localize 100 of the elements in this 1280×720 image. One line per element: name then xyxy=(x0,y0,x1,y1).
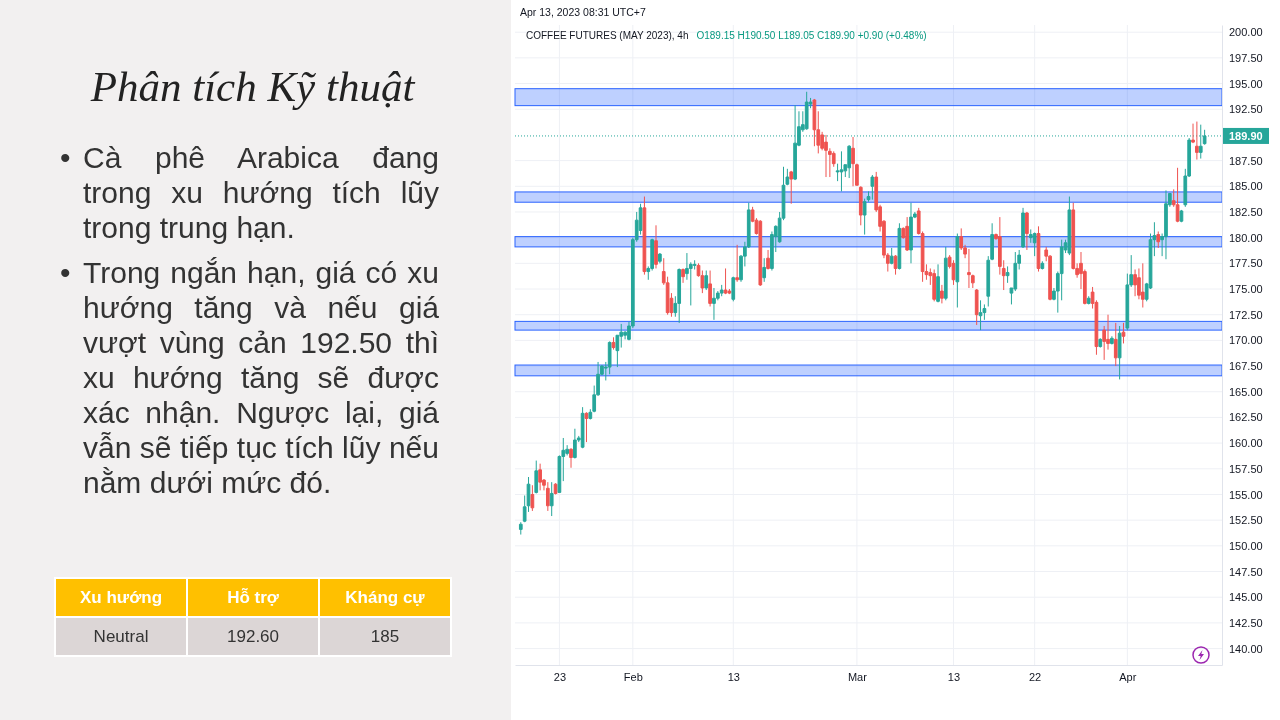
candlestick xyxy=(545,481,550,512)
candlestick xyxy=(789,170,794,205)
text: Apr 13, 2023 08:31 UTC+7 xyxy=(520,6,646,18)
candlestick xyxy=(1179,209,1184,223)
y-tick-label: 167.50 xyxy=(1229,360,1263,373)
candlestick xyxy=(1121,322,1126,344)
y-tick-label: 195.00 xyxy=(1229,77,1263,90)
candlestick xyxy=(708,270,712,307)
candlestick xyxy=(569,447,573,469)
text: • Trong ngắn hạn, giá có xu hướng tăng và nếu giá vượt vùng cản 192.50 thì xu hướng tăng sẽ được xác nhận. Ngược lại, giá vẫn sẽ tiếp tục tích lũy nếu nằm dưới mức đó. xyxy=(60,255,439,499)
candlestick xyxy=(858,185,863,226)
text: • Cà phê Arabica đang trong xu hướng tích lũy trong trung hạn. xyxy=(60,140,439,244)
category-label: Xu hướng xyxy=(55,578,188,617)
y-tick-label: 180.00 xyxy=(1229,231,1263,244)
candlestick xyxy=(1040,260,1045,270)
text: 185 xyxy=(370,626,400,646)
candlestick xyxy=(974,288,979,326)
candlestick xyxy=(758,219,763,287)
y-tick-label: 187.50 xyxy=(1229,154,1263,167)
y-tick-label: 145.00 xyxy=(1229,591,1263,604)
candlestick xyxy=(893,254,898,276)
candlestick xyxy=(1175,167,1180,223)
candlestick xyxy=(936,263,940,303)
y-tick-label: 155.00 xyxy=(1229,488,1263,501)
candlestick xyxy=(847,144,852,179)
y-tick-label: 197.50 xyxy=(1229,51,1263,64)
x-tick-label: 23 xyxy=(553,670,567,683)
y-tick-label: 192.50 xyxy=(1229,103,1263,116)
candlestick xyxy=(712,287,716,321)
category-label: Kháng cự xyxy=(319,578,451,617)
candlestick xyxy=(1036,225,1041,273)
candlestick xyxy=(735,244,739,283)
y-tick-label: 200.00 xyxy=(1229,26,1263,39)
candlestick xyxy=(731,276,736,302)
y-tick-label: 170.00 xyxy=(1229,334,1263,347)
x-tick-label: Apr xyxy=(1119,670,1137,683)
ref-line-label: 189.90 xyxy=(1229,129,1263,142)
y-tick-label: 157.50 xyxy=(1229,462,1263,475)
candlestick xyxy=(584,411,589,443)
candlestick xyxy=(530,484,535,512)
candlestick xyxy=(518,521,523,536)
x-tick-label: Mar xyxy=(847,670,868,683)
category-label: Hỗ trợ xyxy=(187,578,319,617)
candlestick xyxy=(766,249,770,270)
candlestick xyxy=(642,196,647,276)
x-tick-label: 22 xyxy=(1029,670,1042,683)
candlestick xyxy=(538,463,542,491)
candlestick xyxy=(793,104,797,181)
candlestick xyxy=(704,270,709,291)
candlestick xyxy=(534,460,539,494)
y-tick-label: 160.00 xyxy=(1229,437,1263,450)
y-tick-label: 185.00 xyxy=(1229,180,1263,193)
candlestick xyxy=(580,406,585,449)
candlestick xyxy=(978,299,983,331)
candlestick xyxy=(658,252,662,264)
x-tick-label: Feb xyxy=(623,670,643,683)
text: 192.60 xyxy=(227,626,280,646)
text: Neutral xyxy=(93,626,149,646)
candlestick xyxy=(851,136,855,187)
candlestick xyxy=(611,336,616,351)
candlestick xyxy=(905,216,909,252)
x-tick-label: 13 xyxy=(947,670,961,683)
candlestick xyxy=(1140,262,1145,308)
text: Phân tích Kỹ thuật xyxy=(89,62,417,112)
candlestick xyxy=(897,222,902,270)
candlestick xyxy=(1117,325,1122,380)
candlestick xyxy=(762,257,767,283)
candlestick xyxy=(839,150,844,192)
candlestick xyxy=(870,174,875,201)
candlestick xyxy=(940,284,944,304)
candlestick xyxy=(1164,189,1168,260)
y-tick-label: 140.00 xyxy=(1229,642,1263,655)
candlestick xyxy=(1086,295,1091,305)
candlestick xyxy=(1021,207,1025,249)
candlestick xyxy=(1133,268,1137,297)
candlestick xyxy=(951,259,956,286)
y-tick-label: 165.00 xyxy=(1229,385,1263,398)
candlestick xyxy=(677,267,682,324)
candlestick xyxy=(1067,196,1072,256)
y-tick-label: 152.50 xyxy=(1229,514,1263,527)
y-tick-label: 182.50 xyxy=(1229,205,1263,218)
y-tick-label: 142.50 xyxy=(1229,616,1263,629)
candlestick xyxy=(1113,322,1118,367)
text: O189.15 H190.50 L189.05 C189.90 +0.90 (+0.48%) xyxy=(696,30,927,41)
candlestick xyxy=(719,284,724,297)
candlestick xyxy=(889,247,894,265)
candlestick xyxy=(967,248,971,289)
candlestick xyxy=(1195,121,1199,161)
candlestick xyxy=(681,267,685,284)
candlestick xyxy=(723,267,728,295)
candlestick xyxy=(1032,232,1037,257)
candlestick xyxy=(932,268,937,302)
candlestick xyxy=(909,202,913,264)
y-tick-label: 150.00 xyxy=(1229,539,1263,552)
candlestick xyxy=(955,233,960,308)
candlestick xyxy=(549,481,554,517)
y-tick-label: 177.50 xyxy=(1229,257,1263,270)
candlestick xyxy=(1005,265,1010,284)
y-tick-label: 162.50 xyxy=(1229,411,1263,424)
x-tick-label: 13 xyxy=(727,670,740,683)
